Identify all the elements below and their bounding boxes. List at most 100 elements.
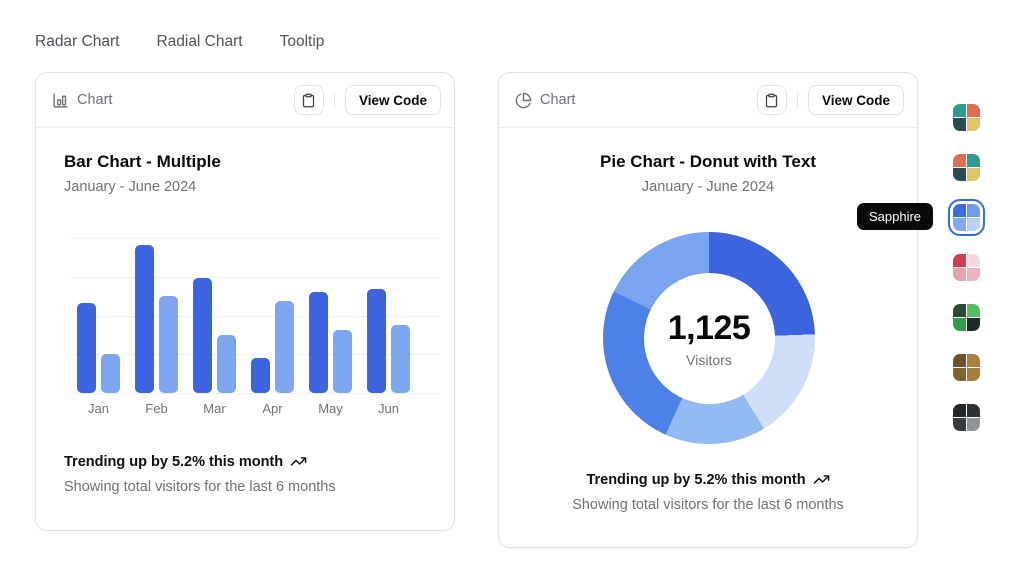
- nav-radar-chart[interactable]: Radar Chart: [35, 33, 120, 50]
- swatch-quadrant: [953, 204, 966, 217]
- bar-mobile[interactable]: [217, 334, 236, 393]
- theme-swatch[interactable]: [953, 404, 980, 431]
- bar-group-feb: [135, 245, 178, 393]
- nav-tooltip[interactable]: Tooltip: [279, 33, 325, 50]
- bar-mobile[interactable]: [391, 325, 410, 393]
- theme-swatch[interactable]: [953, 104, 980, 131]
- swatch-quadrant: [967, 218, 980, 231]
- theme-swatch[interactable]: [953, 254, 980, 281]
- trending-up-icon: [813, 475, 829, 484]
- bar-desktop[interactable]: [77, 302, 96, 393]
- bar-mobile[interactable]: [101, 354, 120, 393]
- bar-group-jun: [367, 289, 410, 393]
- theme-tooltip: Sapphire: [857, 203, 934, 230]
- swatch-quadrant: [953, 168, 966, 181]
- theme-swatch[interactable]: [953, 154, 980, 181]
- header-divider: [796, 92, 798, 108]
- bar-mobile[interactable]: [275, 300, 294, 393]
- bar-group-jan: [77, 302, 120, 393]
- swatch-quadrant: [967, 304, 980, 317]
- pie-chart-icon: [515, 92, 532, 108]
- swatch-quadrant: [967, 368, 980, 381]
- card-subtitle: January - June 2024: [64, 179, 197, 195]
- gridline: [69, 276, 439, 278]
- swatch-quadrant: [953, 354, 966, 367]
- swatch-quadrant: [967, 418, 980, 431]
- swatch-quadrant: [953, 318, 966, 331]
- gridline: [69, 354, 439, 356]
- card-footer: Trending up by 5.2% this month Showing t…: [527, 471, 889, 514]
- bar-chart-card: Chart View Code Bar Chart - Multiple Jan…: [35, 72, 455, 531]
- footer-description: Showing total visitors for the last 6 mo…: [64, 479, 336, 495]
- copy-button[interactable]: [293, 85, 324, 115]
- bar-group-may: [309, 291, 352, 393]
- bar-group-apr: [251, 300, 294, 393]
- card-header: Chart View Code: [499, 73, 917, 128]
- x-axis-label: Jan: [88, 401, 109, 416]
- card-footer: Trending up by 5.2% this month Showing t…: [64, 453, 426, 496]
- swatch-quadrant: [967, 268, 980, 281]
- view-code-button[interactable]: View Code: [807, 85, 904, 115]
- header-divider: [333, 92, 335, 108]
- swatch-quadrant: [953, 418, 966, 431]
- x-axis-label: Mar: [203, 401, 226, 416]
- swatch-quadrant: [967, 168, 980, 181]
- theme-swatch-selected[interactable]: [953, 204, 980, 231]
- swatch-quadrant: [953, 254, 966, 267]
- card-kind-label: Chart: [540, 92, 576, 108]
- swatch-quadrant: [953, 368, 966, 381]
- clipboard-icon: [766, 93, 778, 107]
- card-title: Pie Chart - Donut with Text: [600, 152, 816, 171]
- x-axis-label: Feb: [145, 401, 168, 416]
- bar-desktop[interactable]: [309, 291, 328, 393]
- x-axis-label: May: [318, 401, 343, 416]
- theme-swatch[interactable]: [953, 354, 980, 381]
- bar-desktop[interactable]: [367, 289, 386, 393]
- swatch-quadrant: [967, 318, 980, 331]
- total-visitors-value: 1,125: [667, 308, 751, 347]
- bar-mobile[interactable]: [333, 330, 352, 393]
- trend-text: Trending up by 5.2% this month: [64, 453, 284, 470]
- trending-up-icon: [290, 457, 307, 466]
- card-header: Chart View Code: [36, 73, 454, 128]
- x-axis-label: Jun: [378, 401, 399, 416]
- swatch-quadrant: [967, 204, 980, 217]
- pie-chart-card: Chart View Code Pie Chart - Donut with T…: [498, 72, 918, 548]
- bar-chart: [69, 238, 439, 394]
- swatch-quadrant: [953, 304, 966, 317]
- donut-center: 1,125 Visitors: [643, 272, 775, 404]
- swatch-quadrant: [967, 404, 980, 417]
- trend-text: Trending up by 5.2% this month: [586, 471, 806, 488]
- footer-description: Showing total visitors for the last 6 mo…: [572, 497, 844, 513]
- swatch-quadrant: [953, 154, 966, 167]
- swatch-quadrant: [967, 104, 980, 117]
- swatch-quadrant: [953, 218, 966, 231]
- bar-mobile[interactable]: [159, 296, 178, 393]
- swatch-quadrant: [953, 118, 966, 131]
- total-visitors-label: Visitors: [686, 351, 732, 368]
- theme-swatch[interactable]: [953, 304, 980, 331]
- bar-desktop[interactable]: [135, 245, 154, 393]
- swatch-quadrant: [967, 354, 980, 367]
- donut-chart: 1,125 Visitors: [603, 232, 815, 444]
- copy-button[interactable]: [756, 85, 787, 115]
- gridline: [69, 315, 439, 317]
- nav-radial-chart[interactable]: Radial Chart: [156, 33, 243, 50]
- chart-type-nav: Radar Chart Radial Chart Tooltip: [35, 33, 324, 51]
- swatch-quadrant: [967, 118, 980, 131]
- theme-picker: [953, 104, 980, 431]
- card-title: Bar Chart - Multiple: [64, 152, 221, 171]
- bar-chart-x-axis: Jan Feb Mar Apr May Jun: [69, 401, 439, 421]
- gridline: [69, 238, 439, 239]
- card-subtitle: January - June 2024: [641, 179, 775, 195]
- x-axis-label: Apr: [262, 401, 283, 416]
- bar-chart-icon: [53, 92, 68, 108]
- swatch-quadrant: [953, 104, 966, 117]
- bar-desktop[interactable]: [193, 278, 212, 393]
- bar-group-mar: [193, 278, 236, 393]
- clipboard-icon: [303, 93, 315, 107]
- swatch-quadrant: [967, 154, 980, 167]
- bar-desktop[interactable]: [251, 357, 270, 393]
- swatch-quadrant: [953, 404, 966, 417]
- view-code-button[interactable]: View Code: [344, 85, 441, 115]
